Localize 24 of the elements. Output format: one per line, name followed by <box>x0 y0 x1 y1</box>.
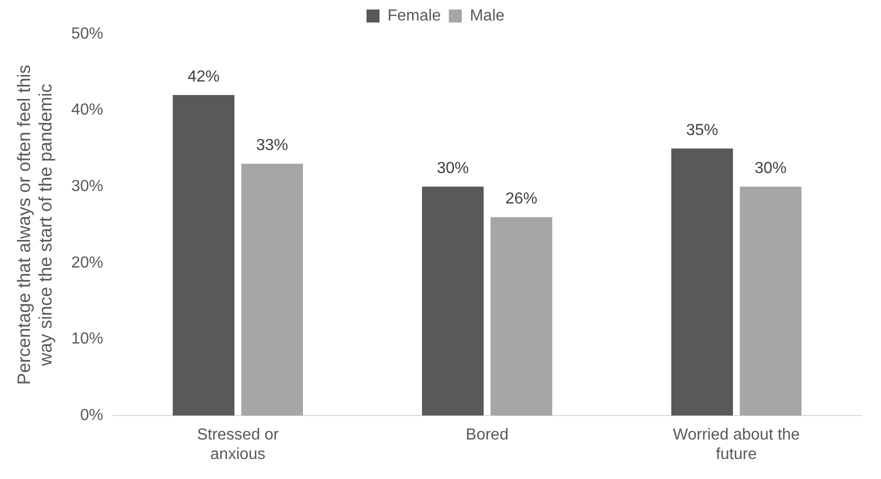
bar <box>241 164 303 416</box>
data-label: 30% <box>754 160 787 178</box>
data-label: 26% <box>505 190 538 208</box>
legend-label: Male <box>470 7 505 24</box>
bar <box>172 95 234 416</box>
data-label: 42% <box>188 68 220 86</box>
x-tick-label: Bored <box>466 426 508 444</box>
bar <box>490 217 552 416</box>
data-label: 30% <box>436 160 469 178</box>
y-tick-label: 30% <box>71 178 104 196</box>
y-tick-label: 20% <box>71 254 104 272</box>
y-tick-label: 50% <box>71 25 104 42</box>
y-tick-label: 40% <box>71 102 104 119</box>
x-tick-label: Stressed or anxious <box>196 426 280 463</box>
y-tick-label: 0% <box>80 407 104 424</box>
legend-label: Female <box>387 7 441 24</box>
data-label: 35% <box>686 122 718 139</box>
bar <box>671 148 733 416</box>
y-axis-title: Percentage that always or often feel this way since the start of the pandemic <box>14 64 56 385</box>
bar <box>422 186 484 416</box>
bar <box>740 186 802 416</box>
y-tick-label: 10% <box>71 330 104 348</box>
data-label: 33% <box>256 137 288 154</box>
x-tick-label: Worried about the future <box>672 426 800 463</box>
